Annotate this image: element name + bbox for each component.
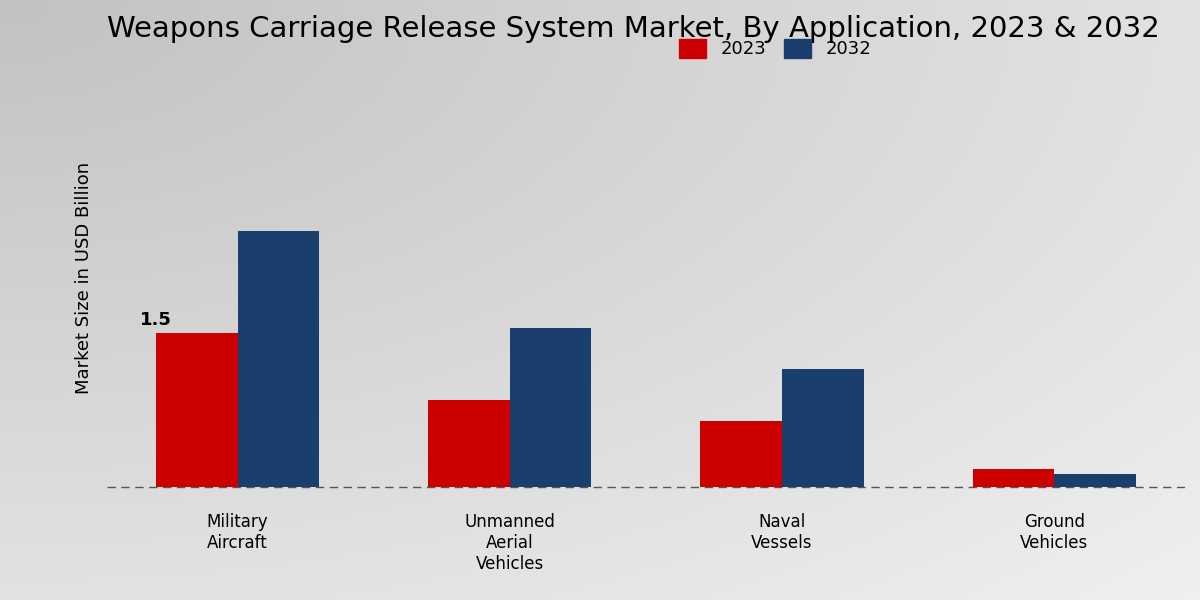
Bar [510, 328, 592, 487]
Bar [1055, 474, 1136, 487]
Bar [782, 369, 864, 487]
Text: Weapons Carriage Release System Market, By Application, 2023 & 2032: Weapons Carriage Release System Market, … [107, 15, 1159, 43]
Bar [428, 400, 510, 487]
Bar [973, 469, 1055, 487]
Y-axis label: Market Size in USD Billion: Market Size in USD Billion [74, 162, 94, 394]
Bar [238, 231, 319, 487]
Legend: 2023, 2032: 2023, 2032 [670, 30, 881, 67]
Bar [156, 334, 238, 487]
Bar [701, 421, 782, 487]
Text: 1.5: 1.5 [140, 311, 172, 329]
